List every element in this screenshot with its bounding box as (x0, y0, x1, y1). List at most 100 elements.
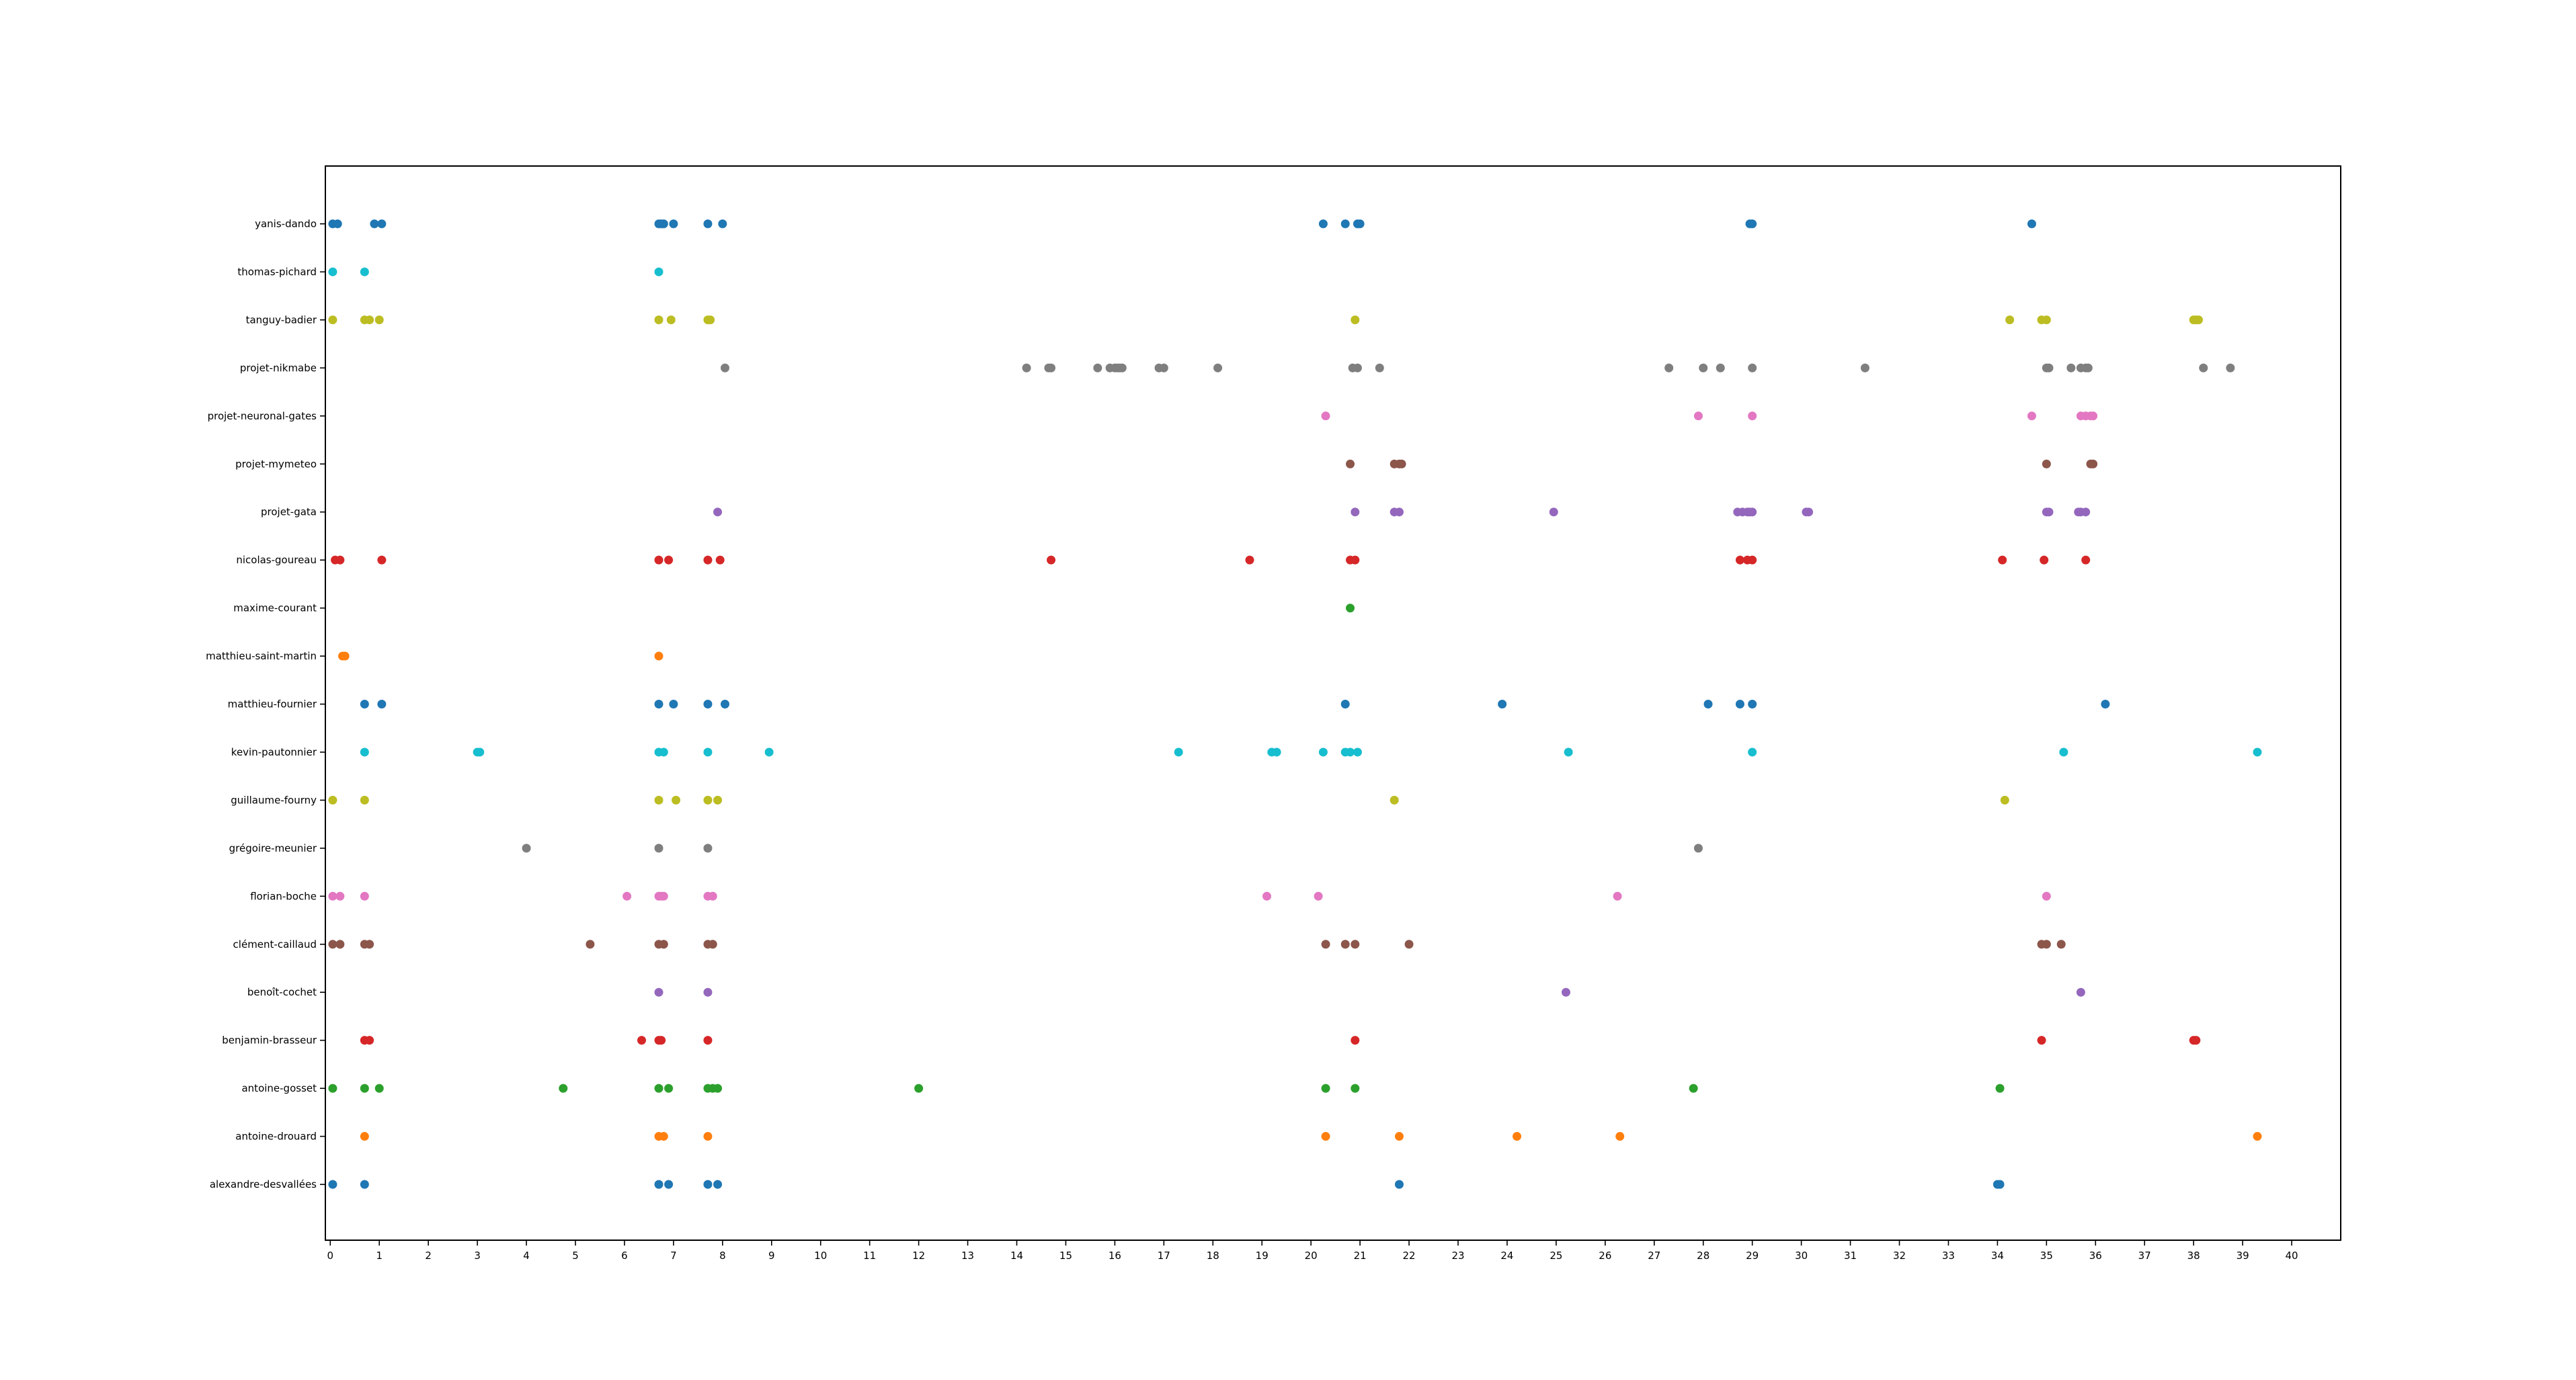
x-tick-label: 7 (670, 1250, 677, 1262)
data-point (659, 747, 668, 756)
data-point (2042, 940, 2051, 948)
x-tick-label: 35 (2040, 1250, 2053, 1262)
data-point (721, 700, 729, 708)
y-tick-label: yanis-dando (255, 218, 317, 230)
y-tick-label: projet-neuronal-gates (208, 410, 317, 422)
data-point (1319, 747, 1328, 756)
data-point (1405, 940, 1414, 948)
data-point (1861, 364, 1869, 372)
data-point (2059, 747, 2068, 756)
data-point (1716, 364, 1725, 372)
data-point (1351, 315, 1359, 324)
data-point (655, 1084, 663, 1093)
data-point (1736, 700, 1744, 708)
data-point (703, 1132, 712, 1141)
data-point (1613, 892, 1622, 901)
data-point (1615, 1132, 1624, 1141)
data-point (1322, 411, 1330, 420)
data-point (341, 652, 350, 661)
data-point (1351, 940, 1359, 948)
data-point (2027, 220, 2036, 229)
data-point (475, 747, 484, 756)
x-tick-label: 40 (2286, 1250, 2298, 1262)
data-point (659, 892, 668, 901)
data-point (1353, 747, 1362, 756)
x-tick-label: 16 (1109, 1250, 1121, 1262)
data-point (664, 1084, 673, 1093)
data-point (716, 556, 725, 565)
data-point (1748, 556, 1757, 565)
data-point (1748, 411, 1757, 420)
data-point (1351, 556, 1359, 565)
x-tick-label: 33 (1942, 1250, 1955, 1262)
data-point (1395, 508, 1404, 516)
x-tick-label: 23 (1451, 1250, 1464, 1262)
y-tick-label: florian-boche (250, 890, 317, 902)
x-tick-label: 6 (621, 1250, 628, 1262)
data-point (1748, 700, 1757, 708)
data-point (1262, 892, 1271, 901)
data-point (1314, 892, 1323, 901)
data-point (914, 1084, 923, 1093)
data-point (1319, 220, 1328, 229)
x-tick-label: 4 (523, 1250, 530, 1262)
data-point (664, 556, 673, 565)
x-tick-label: 32 (1893, 1250, 1906, 1262)
data-point (1998, 556, 2007, 565)
data-point (1047, 556, 1055, 565)
data-point (1341, 220, 1350, 229)
data-point (2089, 411, 2097, 420)
data-point (1664, 364, 1673, 372)
data-point (1804, 508, 1813, 516)
data-point (1748, 747, 1757, 756)
data-point (328, 1084, 337, 1093)
x-tick-label: 31 (1844, 1250, 1857, 1262)
data-point (2044, 364, 2053, 372)
data-point (2081, 508, 2090, 516)
data-point (1273, 747, 1281, 756)
data-point (335, 892, 344, 901)
data-point (703, 988, 712, 997)
y-tick-label: antoine-gosset (241, 1082, 317, 1094)
data-point (718, 220, 727, 229)
y-tick-label: kevin-pautonnier (231, 746, 317, 758)
data-point (2005, 315, 2014, 324)
x-tick-label: 34 (1991, 1250, 2004, 1262)
x-tick-label: 36 (2089, 1250, 2102, 1262)
x-tick-label: 26 (1599, 1250, 1611, 1262)
data-point (1996, 1180, 2005, 1189)
data-point (703, 1036, 712, 1045)
x-tick-label: 37 (2138, 1250, 2151, 1262)
x-tick-label: 29 (1746, 1250, 1759, 1262)
data-point (586, 940, 594, 948)
data-point (1694, 844, 1703, 852)
data-point (328, 796, 337, 805)
data-point (2253, 1132, 2261, 1141)
data-point (667, 315, 676, 324)
data-point (1245, 556, 1254, 565)
y-tick-label: clément-caillaud (233, 938, 317, 950)
x-tick-label: 28 (1697, 1250, 1709, 1262)
data-point (2081, 556, 2090, 565)
y-tick-label: projet-nikmabe (240, 362, 317, 374)
data-point (721, 364, 729, 372)
data-point (377, 700, 386, 708)
data-point (1093, 364, 1102, 372)
data-point (2194, 315, 2203, 324)
data-point (1562, 988, 1570, 997)
x-tick-label: 15 (1059, 1250, 1072, 1262)
data-point (375, 315, 384, 324)
data-point (1375, 364, 1384, 372)
data-point (2042, 315, 2051, 324)
data-point (1022, 364, 1031, 372)
x-tick-label: 13 (961, 1250, 974, 1262)
data-point (2253, 747, 2261, 756)
x-tick-label: 12 (912, 1250, 925, 1262)
y-tick-label: matthieu-saint-martin (206, 650, 317, 662)
data-point (1398, 460, 1406, 469)
data-point (360, 1180, 369, 1189)
data-point (2066, 364, 2075, 372)
x-tick-label: 3 (474, 1250, 481, 1262)
data-point (2089, 460, 2097, 469)
data-point (664, 1180, 673, 1189)
